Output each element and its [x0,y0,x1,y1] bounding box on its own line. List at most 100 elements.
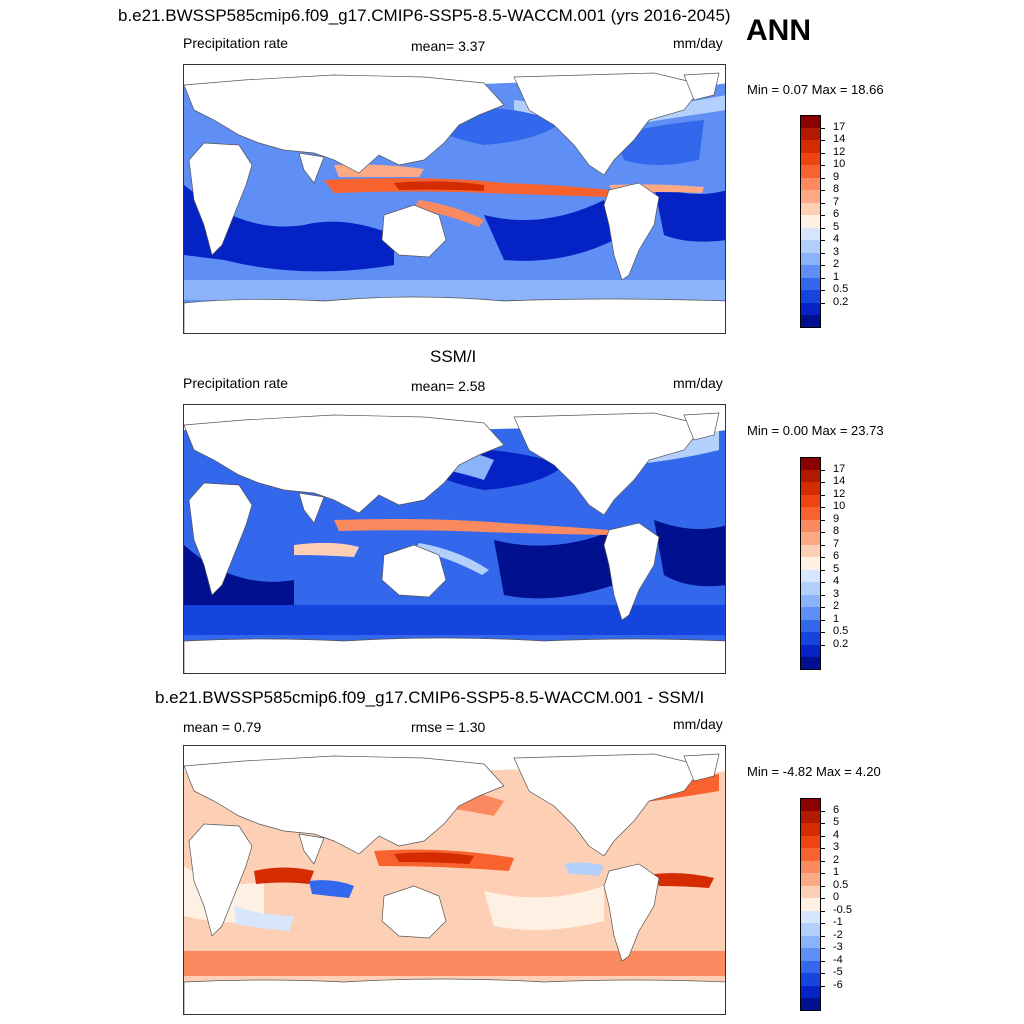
colorbar-tick [821,582,825,584]
colorbar-tick [821,532,825,534]
colorbar-label: 5 [833,220,840,233]
colorbar-label: 4 [833,575,840,588]
panel2-units: mm/day [673,375,723,391]
panel1-map [183,64,726,334]
panel2-title: SSM/I [430,347,477,366]
colorbar-tick [821,277,825,279]
colorbar-label: 5 [833,816,840,829]
colorbar-label: 17 [833,120,846,133]
colorbar-label: 0.5 [833,283,849,296]
colorbar-frame [800,798,821,1011]
colorbar-tick [821,885,825,887]
colorbar-tick [821,265,825,267]
colorbar-label: 10 [833,158,846,171]
colorbar-tick [821,948,825,950]
panel1-left-label: Precipitation rate [183,35,289,51]
panel3-mean: mean = 0.79 [183,719,262,735]
colorbar-label: 3 [833,245,840,258]
colorbar-label: -2 [833,928,843,941]
colorbar-tick [821,848,825,850]
panel1-mean: mean= 3.37 [411,38,486,54]
panel2-minmax: Min = 0.00 Max = 23.73 [747,423,884,438]
panel3-map [183,745,726,1015]
colorbar-label: 2 [833,600,840,613]
colorbar-tick [821,910,825,912]
panel2-mean: mean= 2.58 [411,378,486,394]
colorbar-label: 14 [833,475,846,488]
panel1-units: mm/day [673,35,723,51]
colorbar-label: -4 [833,953,843,966]
colorbar-label: 10 [833,500,846,513]
panel2-map-svg [184,405,725,673]
colorbar-tick [821,507,825,509]
colorbar-tick [821,607,825,609]
colorbar-label: 9 [833,170,840,183]
colorbar-label: 3 [833,841,840,854]
colorbar-tick [821,557,825,559]
panel3-minmax: Min = -4.82 Max = 4.20 [747,764,881,779]
colorbar-label: 7 [833,195,840,208]
colorbar-tick [821,960,825,962]
colorbar-tick [821,252,825,254]
colorbar-label: -1 [833,916,843,929]
colorbar-label: 0.2 [833,295,849,308]
panel3-colorbar: 6 5 4 3 2 1 0.5 0 -0.5 -1 -2 -3 -4 -5 -6 [800,798,852,1012]
colorbar-label: 4 [833,233,840,246]
colorbar-tick [821,973,825,975]
panel3-title: b.e21.BWSSP585cmip6.f09_g17.CMIP6-SSP5-8… [155,688,705,707]
colorbar-label: 1 [833,866,840,879]
colorbar-tick [821,127,825,129]
panel1-colorbar: 17 14 12 10 9 8 7 6 5 4 3 2 1 0.5 0.2 [800,115,848,329]
colorbar-tick [821,469,825,471]
colorbar-label: 8 [833,525,840,538]
colorbar-tick [821,644,825,646]
colorbar-tick [821,810,825,812]
colorbar-tick [821,923,825,925]
colorbar-label: 17 [833,462,846,475]
colorbar-tick [821,935,825,937]
colorbar-frame [800,457,821,670]
colorbar-tick [821,494,825,496]
colorbar-label: 8 [833,183,840,196]
colorbar-tick [821,569,825,571]
colorbar-tick [821,519,825,521]
colorbar-tick [821,823,825,825]
panel3-rmse: rmse = 1.30 [411,719,486,735]
colorbar-label: 0.2 [833,637,849,650]
season-label: ANN [746,14,811,47]
colorbar-label: 0.5 [833,878,849,891]
colorbar-tick [821,190,825,192]
colorbar-label: 2 [833,853,840,866]
colorbar-label: 12 [833,145,846,158]
panel3-map-svg [184,746,725,1014]
colorbar-label: 14 [833,133,846,146]
panel2-left-label: Precipitation rate [183,375,289,391]
colorbar-label: 0.5 [833,625,849,638]
colorbar-tick [821,632,825,634]
colorbar-tick [821,227,825,229]
panel1-minmax: Min = 0.07 Max = 18.66 [747,82,884,97]
panel2-colorbar: 17 14 12 10 9 8 7 6 5 4 3 2 1 0.5 0.2 [800,457,848,671]
colorbar-label: 12 [833,487,846,500]
colorbar-tick [821,215,825,217]
colorbar-tick [821,177,825,179]
colorbar-label: -0.5 [833,903,852,916]
colorbar-tick [821,202,825,204]
colorbar-tick [821,594,825,596]
colorbar-label: 5 [833,562,840,575]
colorbar-label: 2 [833,258,840,271]
colorbar-label: -3 [833,941,843,954]
colorbar-label: 1 [833,612,840,625]
colorbar-tick [821,165,825,167]
colorbar-tick [821,873,825,875]
colorbar-label: 7 [833,537,840,550]
colorbar-label: 9 [833,512,840,525]
colorbar-label: 4 [833,828,840,841]
panel1-title: b.e21.BWSSP585cmip6.f09_g17.CMIP6-SSP5-8… [118,6,731,25]
colorbar-label: 3 [833,587,840,600]
panel3-units: mm/day [673,716,723,732]
colorbar-label: 1 [833,270,840,283]
colorbar-tick [821,985,825,987]
colorbar-tick [821,482,825,484]
colorbar-tick [821,860,825,862]
